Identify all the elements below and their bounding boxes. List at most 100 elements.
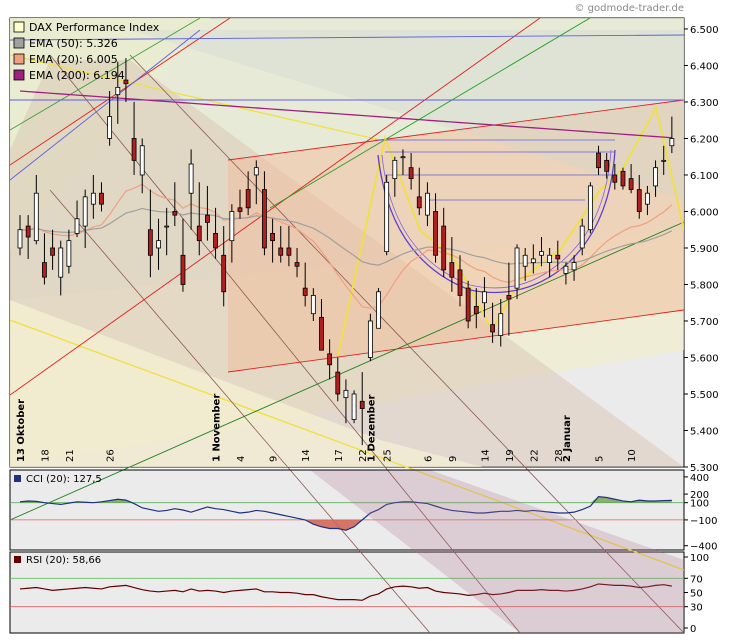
month-label: 1 November bbox=[212, 394, 223, 462]
price-tick-label: 5.600 bbox=[690, 353, 719, 364]
day-label: 10 bbox=[627, 449, 638, 462]
candle-body bbox=[628, 178, 634, 190]
candle bbox=[571, 255, 577, 281]
candle-body bbox=[645, 192, 650, 205]
candle-body bbox=[286, 247, 292, 256]
rsi-tick-label: 70 bbox=[690, 574, 703, 585]
legend-swatch-dax bbox=[13, 21, 25, 33]
cci-tick-label: −100 bbox=[690, 516, 717, 527]
rsi-legend-label: RSI (20): 58,66 bbox=[26, 555, 101, 566]
candle-body bbox=[221, 254, 227, 293]
day-label: 22 bbox=[358, 449, 369, 462]
cci-tick-label: 200 bbox=[690, 490, 709, 501]
candle bbox=[433, 193, 438, 263]
candle-body bbox=[376, 291, 381, 329]
candle-body bbox=[498, 313, 504, 336]
cci-legend-swatch bbox=[14, 475, 21, 482]
candle bbox=[498, 299, 504, 347]
candle bbox=[164, 207, 170, 256]
candle-body bbox=[408, 167, 414, 180]
price-tick-label: 6.400 bbox=[690, 61, 719, 72]
candle-body bbox=[604, 159, 610, 172]
candle bbox=[229, 204, 235, 263]
candle-body bbox=[351, 393, 357, 420]
candle-body bbox=[416, 196, 422, 209]
price-tick-label: 5.500 bbox=[690, 390, 719, 401]
candle bbox=[107, 91, 113, 146]
candle-body bbox=[66, 240, 72, 267]
candle bbox=[262, 171, 267, 256]
candle bbox=[473, 288, 479, 329]
price-tick-label: 5.700 bbox=[690, 317, 719, 328]
cci-tick-label: 100 bbox=[690, 499, 709, 510]
candle-body bbox=[563, 265, 569, 274]
candle bbox=[221, 226, 227, 307]
day-label: 6 bbox=[423, 456, 434, 462]
price-tick-label: 6.000 bbox=[690, 207, 719, 218]
candle-body bbox=[196, 225, 202, 242]
candle-body bbox=[367, 320, 373, 358]
candle bbox=[579, 218, 585, 256]
candle bbox=[490, 302, 495, 343]
candle bbox=[17, 215, 23, 256]
candle bbox=[482, 277, 487, 318]
candle-body bbox=[465, 287, 471, 322]
candle bbox=[58, 240, 64, 296]
candle-body bbox=[392, 159, 398, 180]
candle bbox=[530, 244, 536, 274]
price-tick-label: 6.200 bbox=[690, 134, 719, 145]
candle-body bbox=[571, 262, 577, 271]
candle-body bbox=[147, 229, 153, 256]
candle-body bbox=[180, 254, 186, 285]
day-label: 14 bbox=[301, 449, 312, 462]
candle-body bbox=[164, 225, 170, 228]
candle bbox=[286, 226, 292, 267]
candle-body bbox=[115, 86, 121, 96]
candle-body bbox=[33, 192, 39, 242]
candle-body bbox=[156, 240, 161, 249]
candle bbox=[25, 215, 31, 259]
candle-body bbox=[343, 389, 349, 399]
candle-body bbox=[42, 262, 47, 278]
day-label: 25 bbox=[383, 449, 394, 462]
rsi-legend: RSI (20): 58,66 bbox=[14, 555, 101, 566]
ema-lines bbox=[19, 90, 673, 309]
candle-body bbox=[17, 229, 23, 249]
month-label: 13 Oktober bbox=[16, 399, 27, 462]
day-label: 9 bbox=[448, 456, 459, 462]
candle-body bbox=[131, 138, 137, 161]
candle bbox=[42, 233, 47, 285]
candle bbox=[359, 372, 365, 446]
legend-label-ema20: EMA (20): 6.005 bbox=[29, 53, 118, 66]
day-label: 18 bbox=[40, 449, 51, 462]
candle bbox=[294, 247, 300, 278]
price-tick-label: 6.100 bbox=[690, 171, 719, 182]
candle bbox=[131, 101, 137, 175]
candle-body bbox=[229, 211, 235, 242]
candle bbox=[522, 247, 528, 281]
day-label: 26 bbox=[106, 449, 117, 462]
candle bbox=[90, 174, 96, 219]
candle bbox=[596, 145, 601, 175]
candle-body bbox=[335, 371, 341, 395]
candle-body bbox=[433, 211, 438, 256]
day-label: 9 bbox=[269, 456, 280, 462]
candle-body bbox=[653, 167, 658, 187]
candle-body bbox=[384, 181, 390, 253]
candle-body bbox=[25, 225, 31, 238]
price-tick-label: 5.400 bbox=[690, 426, 719, 437]
candle-body bbox=[620, 170, 626, 187]
candle-body bbox=[636, 189, 642, 212]
candle-body bbox=[530, 258, 536, 263]
legend-label-ema200: EMA (200): 6.194 bbox=[29, 69, 125, 82]
cci-legend-label: CCI (20): 127,5 bbox=[26, 474, 102, 485]
cci-tick-label: 400 bbox=[690, 473, 709, 484]
legend-swatch-ema50 bbox=[13, 37, 25, 49]
candle-body bbox=[612, 174, 618, 183]
candle-body bbox=[237, 207, 243, 212]
candle-body bbox=[205, 214, 210, 223]
candle-body bbox=[310, 295, 316, 315]
candle bbox=[376, 288, 381, 329]
candle bbox=[416, 167, 422, 216]
candle bbox=[205, 185, 210, 241]
